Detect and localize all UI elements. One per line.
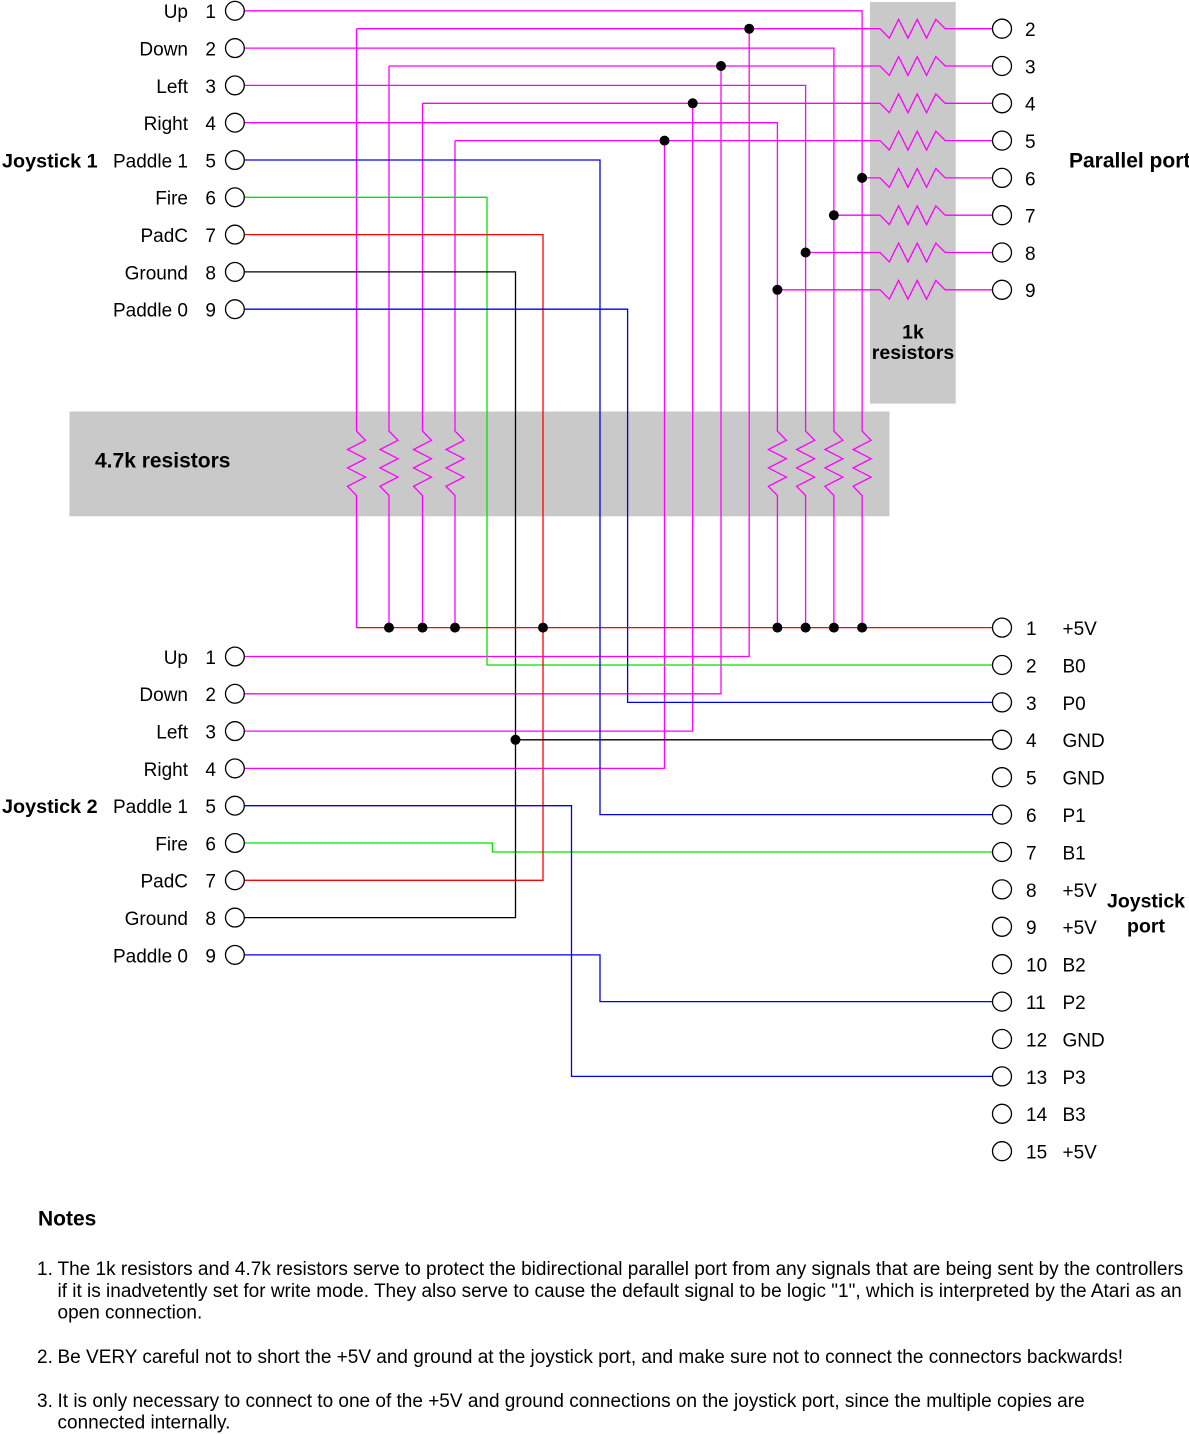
svg-text:+5V: +5V (1063, 1143, 1098, 1164)
svg-text:5: 5 (1025, 132, 1036, 153)
svg-text:P2: P2 (1063, 993, 1086, 1014)
svg-text:+5V: +5V (1063, 881, 1098, 902)
svg-text:Notes: Notes (38, 1207, 96, 1230)
svg-text:2: 2 (1025, 20, 1036, 41)
svg-text:1.: 1. (37, 1259, 53, 1280)
svg-text:PadC: PadC (140, 226, 188, 247)
svg-text:11: 11 (1026, 993, 1046, 1014)
svg-text:Ground: Ground (125, 909, 188, 930)
svg-text:open connection.: open connection. (58, 1303, 203, 1324)
svg-text:Up: Up (164, 2, 188, 23)
svg-text:Down: Down (139, 40, 188, 61)
svg-text:1: 1 (1026, 619, 1037, 640)
svg-text:Paddle 0: Paddle 0 (113, 946, 188, 967)
svg-text:2.: 2. (37, 1347, 53, 1368)
svg-text:+5V: +5V (1063, 918, 1098, 939)
svg-text:Joystick: Joystick (1107, 890, 1185, 912)
svg-text:Be VERY careful not to short t: Be VERY careful not to short the +5V and… (58, 1347, 1124, 1368)
svg-text:GND: GND (1063, 731, 1105, 752)
svg-text:13: 13 (1026, 1068, 1047, 1089)
svg-text:1: 1 (205, 2, 216, 23)
svg-text:GND: GND (1063, 1030, 1105, 1051)
svg-text:GND: GND (1063, 769, 1105, 790)
svg-text:9: 9 (205, 301, 216, 322)
svg-text:4: 4 (205, 760, 216, 781)
svg-text:15: 15 (1026, 1143, 1047, 1164)
svg-text:12: 12 (1026, 1030, 1047, 1051)
svg-text:Paddle 1: Paddle 1 (113, 151, 188, 172)
svg-text:Right: Right (144, 760, 189, 781)
svg-text:Left: Left (156, 77, 188, 98)
svg-text:1k: 1k (902, 321, 924, 343)
svg-text:Paddle 1: Paddle 1 (113, 797, 188, 818)
svg-text:4: 4 (1026, 731, 1037, 752)
svg-text:P0: P0 (1063, 694, 1086, 715)
svg-text:7: 7 (205, 872, 216, 893)
svg-text:B2: B2 (1063, 956, 1086, 977)
svg-text:P3: P3 (1063, 1068, 1086, 1089)
svg-text:7: 7 (205, 226, 216, 247)
svg-text:Left: Left (156, 723, 188, 744)
svg-text:Fire: Fire (155, 189, 188, 210)
svg-text:2: 2 (205, 685, 216, 706)
svg-text:8: 8 (205, 263, 216, 284)
svg-text:3.: 3. (37, 1391, 53, 1412)
svg-text:Down: Down (139, 685, 188, 706)
svg-text:5: 5 (205, 797, 216, 818)
svg-text:Joystick 2: Joystick 2 (2, 796, 98, 818)
svg-text:10: 10 (1026, 956, 1047, 977)
svg-text:8: 8 (1026, 881, 1037, 902)
svg-text:Paddle 0: Paddle 0 (113, 301, 188, 322)
svg-text:3: 3 (1026, 694, 1037, 715)
svg-text:+5V: +5V (1063, 619, 1098, 640)
svg-text:It is only necessary to connec: It is only necessary to connect to one o… (58, 1391, 1085, 1412)
svg-text:B1: B1 (1063, 843, 1086, 864)
svg-text:Ground: Ground (125, 263, 188, 284)
svg-text:6: 6 (1025, 169, 1036, 190)
svg-text:Fire: Fire (155, 834, 188, 855)
svg-text:B0: B0 (1063, 656, 1086, 677)
svg-text:6: 6 (205, 189, 216, 210)
svg-text:5: 5 (205, 151, 216, 172)
svg-text:9: 9 (1026, 918, 1037, 939)
svg-text:4: 4 (1025, 95, 1036, 116)
svg-text:2: 2 (205, 40, 216, 61)
svg-text:if it is inadvetently set for: if it is inadvetently set for write mode… (58, 1281, 1182, 1302)
svg-text:6: 6 (1026, 806, 1037, 827)
svg-text:2: 2 (1026, 656, 1037, 677)
svg-text:9: 9 (205, 946, 216, 967)
svg-text:Parallel port: Parallel port (1069, 150, 1189, 173)
svg-text:The 1k resistors and 4.7k resi: The 1k resistors and 4.7k resistors serv… (58, 1259, 1184, 1280)
svg-text:14: 14 (1026, 1105, 1048, 1126)
svg-text:B3: B3 (1063, 1105, 1086, 1126)
svg-text:5: 5 (1026, 769, 1037, 790)
svg-text:3: 3 (205, 723, 216, 744)
svg-text:connected internally.: connected internally. (58, 1413, 231, 1434)
svg-text:port: port (1127, 916, 1165, 938)
svg-text:4.7k resistors: 4.7k resistors (95, 449, 230, 472)
svg-text:PadC: PadC (140, 872, 188, 893)
svg-text:1: 1 (205, 648, 216, 669)
svg-text:4: 4 (205, 114, 216, 135)
svg-text:3: 3 (1025, 57, 1036, 78)
svg-text:7: 7 (1025, 207, 1036, 228)
svg-text:6: 6 (205, 834, 216, 855)
svg-text:P1: P1 (1063, 806, 1086, 827)
svg-text:7: 7 (1026, 843, 1037, 864)
svg-text:3: 3 (205, 77, 216, 98)
svg-text:Right: Right (144, 114, 189, 135)
svg-text:resistors: resistors (872, 342, 955, 364)
svg-text:8: 8 (1025, 244, 1036, 265)
svg-text:Up: Up (164, 648, 188, 669)
svg-text:8: 8 (205, 909, 216, 930)
svg-text:Joystick 1: Joystick 1 (2, 151, 98, 173)
svg-text:9: 9 (1025, 281, 1036, 302)
